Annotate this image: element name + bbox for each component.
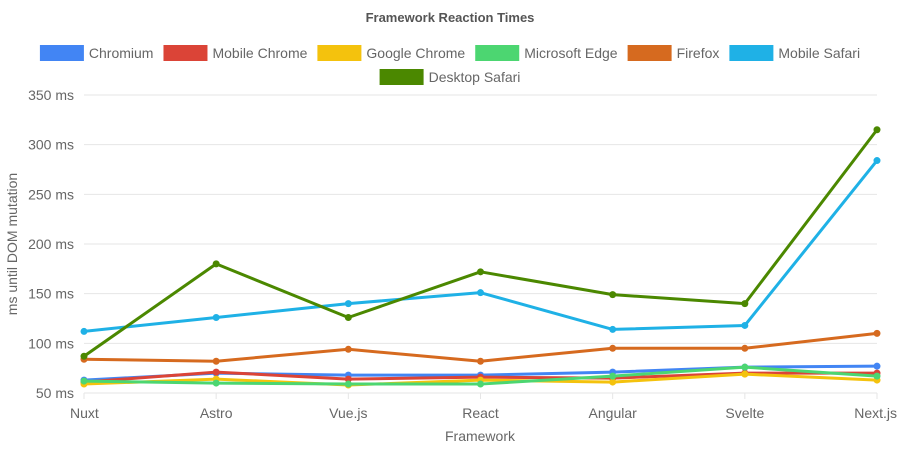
data-point-google-chrome[interactable]	[741, 370, 749, 378]
legend-label: Firefox	[677, 45, 720, 61]
legend-item-google-chrome[interactable]: Google Chrome	[317, 45, 465, 61]
data-point-mobile-chrome[interactable]	[344, 375, 352, 383]
data-point-microsoft-edge[interactable]	[344, 380, 352, 388]
data-point-desktop-safari[interactable]	[344, 314, 352, 322]
legend-label: Chromium	[89, 45, 154, 61]
data-point-desktop-safari[interactable]	[609, 291, 617, 299]
y-tick-label: 300 ms	[28, 137, 74, 153]
x-tick-label: Angular	[589, 405, 638, 421]
legend-swatch	[475, 45, 520, 61]
data-point-mobile-safari[interactable]	[80, 327, 88, 335]
y-tick-label: 150 ms	[28, 286, 74, 302]
legend-swatch	[317, 45, 362, 61]
chart-title: Framework Reaction Times	[366, 10, 535, 25]
legend-swatch	[163, 45, 208, 61]
legend-item-mobile-chrome[interactable]: Mobile Chrome	[163, 45, 308, 61]
x-tick-label: Svelte	[725, 405, 764, 421]
data-point-desktop-safari[interactable]	[212, 260, 220, 268]
data-point-desktop-safari[interactable]	[741, 300, 749, 308]
legend-swatch	[379, 69, 424, 85]
legend: Chromium Mobile Chrome Google Chrome Micros…	[39, 45, 860, 85]
legend-item-microsoft-edge[interactable]: Microsoft Edge	[475, 45, 618, 61]
series-group	[80, 126, 881, 389]
legend-swatch	[627, 45, 672, 61]
legend-item-mobile-safari[interactable]: Mobile Safari	[729, 45, 860, 61]
x-tick-label: Nuxt	[70, 405, 99, 421]
data-point-mobile-chrome[interactable]	[212, 368, 220, 376]
data-point-mobile-safari[interactable]	[873, 157, 881, 165]
data-point-mobile-safari[interactable]	[741, 321, 749, 329]
y-tick-label: 50 ms	[36, 385, 74, 401]
x-tick-label: Next.js	[854, 405, 897, 421]
y-tick-label: 350 ms	[28, 87, 74, 103]
data-point-firefox[interactable]	[212, 357, 220, 365]
data-point-firefox[interactable]	[873, 329, 881, 337]
x-tick-label: React	[462, 405, 499, 421]
data-point-firefox[interactable]	[477, 357, 484, 365]
y-axis-title: ms until DOM mutation	[4, 173, 20, 315]
data-point-microsoft-edge[interactable]	[212, 379, 220, 387]
data-point-mobile-safari[interactable]	[344, 300, 352, 308]
series-line-mobile-safari	[83, 159, 879, 333]
data-point-desktop-safari[interactable]	[477, 268, 484, 276]
data-point-mobile-safari[interactable]	[477, 289, 484, 297]
x-axis-ticks: Nuxt Astro Vue.js React Angular Svelte Next.js	[70, 393, 897, 421]
data-point-microsoft-edge[interactable]	[873, 372, 881, 380]
legend-item-desktop-safari[interactable]: Desktop Safari	[379, 69, 521, 85]
y-tick-label: 200 ms	[28, 236, 74, 252]
series-line-firefox	[83, 331, 878, 363]
data-point-desktop-safari[interactable]	[873, 126, 881, 134]
series-line-desktop-safari	[83, 128, 879, 358]
x-axis-title: Framework	[445, 428, 516, 444]
data-point-mobile-safari[interactable]	[212, 314, 220, 322]
y-tick-label: 250 ms	[28, 186, 74, 202]
data-point-firefox[interactable]	[609, 344, 617, 352]
data-point-google-chrome[interactable]	[609, 378, 617, 386]
legend-label: Desktop Safari	[429, 69, 521, 85]
data-point-firefox[interactable]	[741, 344, 749, 352]
data-point-microsoft-edge[interactable]	[80, 377, 88, 385]
data-point-desktop-safari[interactable]	[80, 352, 88, 360]
data-point-microsoft-edge[interactable]	[609, 372, 617, 380]
legend-item-firefox[interactable]: Firefox	[627, 45, 720, 61]
data-point-microsoft-edge[interactable]	[477, 380, 484, 388]
data-point-microsoft-edge[interactable]	[741, 363, 749, 371]
data-point-chromium[interactable]	[873, 362, 881, 370]
legend-label: Google Chrome	[366, 45, 465, 61]
x-tick-label: Vue.js	[329, 405, 367, 421]
data-point-firefox[interactable]	[344, 345, 352, 353]
legend-label: Microsoft Edge	[524, 45, 618, 61]
y-axis-ticks: 50 ms 100 ms 150 ms 200 ms 250 ms 300 ms 350 m…	[28, 87, 74, 401]
legend-item-chromium[interactable]: Chromium	[39, 45, 154, 61]
y-tick-label: 100 ms	[28, 335, 74, 351]
data-point-mobile-safari[interactable]	[609, 325, 617, 333]
legend-label: Mobile Chrome	[212, 45, 307, 61]
legend-label: Mobile Safari	[778, 45, 860, 61]
x-tick-label: Astro	[200, 405, 233, 421]
legend-swatch	[729, 45, 774, 61]
legend-swatch	[39, 45, 84, 61]
